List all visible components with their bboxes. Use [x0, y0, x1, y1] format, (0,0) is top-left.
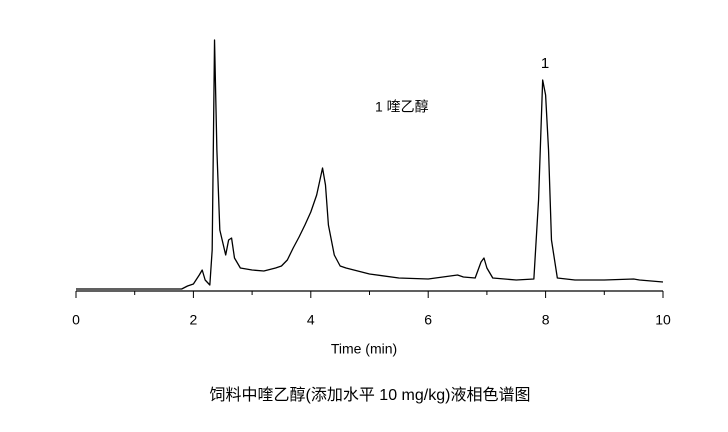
annotation: 1 喹乙醇 — [375, 99, 429, 115]
chromatogram-line — [76, 39, 664, 290]
peak-label: 1 — [541, 55, 549, 72]
x-axis-label: Time (min) — [331, 341, 397, 357]
x-tick-label: 2 — [190, 312, 198, 328]
x-tick-label: 10 — [655, 312, 671, 328]
x-tick-label: 4 — [307, 312, 315, 328]
x-tick-label: 0 — [72, 312, 80, 328]
x-tick-label: 6 — [424, 312, 432, 328]
x-tick-label: 8 — [542, 312, 550, 328]
caption: 饲料中喹乙醇(添加水平 10 mg/kg)液相色谱图 — [210, 386, 531, 404]
